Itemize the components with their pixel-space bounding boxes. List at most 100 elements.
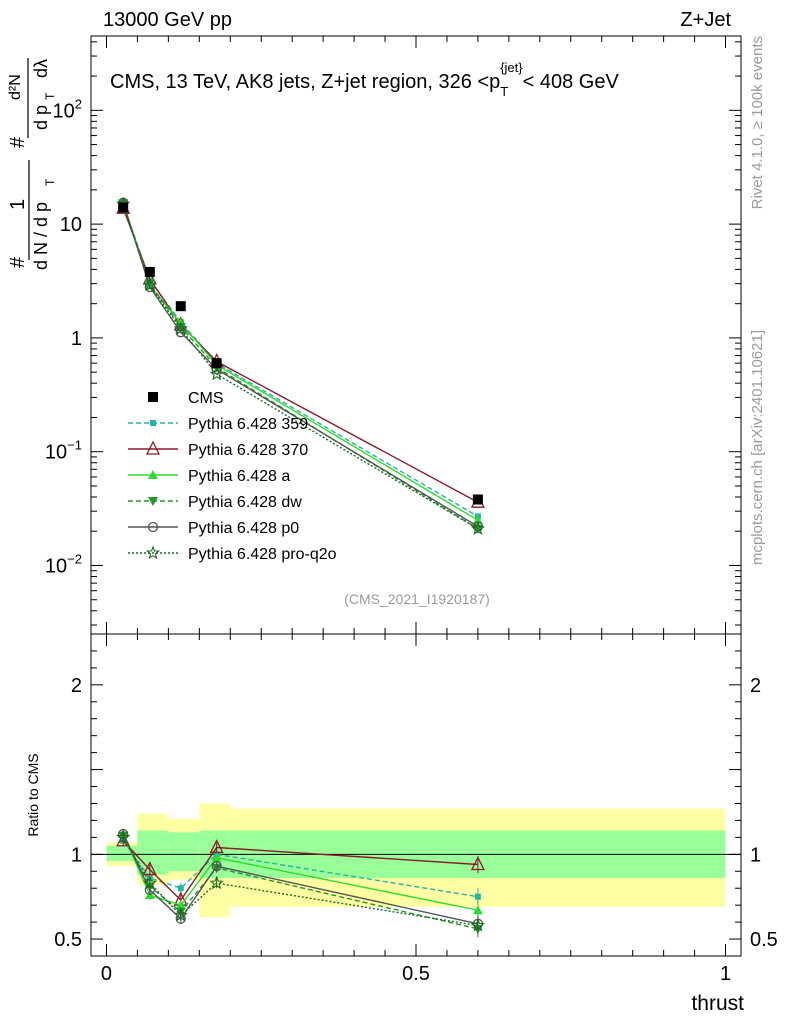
marker-star-open — [470, 521, 486, 535]
svg-text:T: T — [43, 92, 57, 100]
svg-text:d N / d p: d N / d p — [31, 202, 51, 270]
y-tick-label-main: 1 — [71, 328, 82, 350]
legend-label: Pythia 6.428 dw — [188, 494, 302, 511]
legend-label: Pythia 6.428 370 — [188, 442, 308, 459]
y-tick-label-main: 102 — [53, 96, 82, 122]
main-series-point — [144, 281, 155, 293]
ratio-series-point — [211, 861, 222, 872]
legend-marker — [148, 470, 158, 479]
axis-ticks — [91, 36, 741, 956]
main-series-point — [173, 321, 188, 336]
ratio-series-point — [474, 893, 481, 900]
legend-marker — [150, 420, 156, 426]
legend-entry: Pythia 6.428 p0 — [128, 520, 299, 537]
legend: CMS Pythia 6.428 359 Pythia 6.428 370 Pythi… — [128, 390, 337, 563]
main-series-line — [122, 202, 479, 528]
plot-title: CMS, 13 TeV, AK8 jets, Z+jet region, 326… — [110, 60, 619, 99]
marker-square — [177, 885, 184, 892]
data-point — [211, 358, 222, 369]
marker-square — [472, 494, 483, 505]
ratio-series-group — [116, 828, 486, 938]
svg-text:1: 1 — [7, 199, 29, 210]
marker-star-open — [116, 829, 131, 844]
y-tick-label-ratio-left: 0.5 — [54, 929, 82, 951]
marker-circle-open — [175, 327, 186, 338]
header-left: 13000 GeV pp — [103, 9, 232, 31]
marker-triangle-open — [470, 856, 485, 871]
legend-label: Pythia 6.428 359 — [188, 416, 308, 433]
legend-marker — [148, 392, 158, 402]
marker-triangle-open — [145, 440, 161, 455]
legend-entry: Pythia 6.428 a — [128, 468, 290, 485]
legend-label: Pythia 6.428 a — [188, 468, 290, 485]
ratio-series-point — [173, 907, 188, 922]
marker-star-open — [470, 917, 486, 932]
y-tick-label-main: 10−2 — [45, 551, 82, 577]
ratio-series-point — [209, 875, 224, 890]
x-axis-label: thrust — [691, 992, 744, 1015]
marker-star-open — [209, 366, 224, 381]
legend-marker — [145, 545, 161, 560]
marker-triangle — [148, 470, 158, 479]
main-series-line — [122, 202, 479, 521]
ratio-series-point — [116, 829, 131, 844]
ratio-y-axis-label: Ratio to CMS — [25, 753, 41, 836]
svg-text:T: T — [43, 178, 57, 186]
marker-triangle-down — [148, 497, 158, 506]
tick-labels: 0 0.5 1 10−2 10−1 1 10 102 0.5 0.5 1 1 2 2 — [45, 96, 778, 985]
data-point — [118, 202, 129, 213]
legend-entry: Pythia 6.428 pro-q2o — [128, 545, 337, 563]
svg-text:dλ: dλ — [31, 59, 51, 78]
marker-triangle — [211, 852, 222, 862]
marker-triangle — [472, 515, 483, 525]
main-series-line — [122, 203, 479, 530]
data-point — [472, 494, 483, 505]
ratio-series-point — [142, 861, 157, 876]
marker-triangle — [175, 900, 186, 910]
marker-square — [474, 893, 481, 900]
marker-star-open — [173, 907, 188, 922]
marker-star-open — [142, 875, 157, 890]
ratio-series-point — [470, 917, 486, 932]
marker-square — [144, 266, 155, 277]
marker-star-open — [142, 277, 157, 292]
marker-circle-open — [147, 521, 159, 533]
legend-marker — [145, 440, 161, 455]
data-point — [144, 266, 155, 277]
ratio-series-point — [175, 900, 186, 910]
legend-entry: Pythia 6.428 359 — [128, 416, 308, 433]
marker-square — [211, 358, 222, 369]
svg-text:#: # — [7, 256, 29, 268]
svg-text:d p: d p — [31, 105, 51, 130]
header-right: Z+Jet — [680, 9, 731, 31]
main-series-point — [142, 277, 157, 292]
main-series-point — [175, 327, 186, 338]
ratio-series-point — [211, 852, 222, 862]
svg-text:#: # — [7, 136, 29, 148]
legend-entry: CMS — [148, 390, 224, 407]
y-tick-label-main: 10 — [60, 214, 82, 236]
x-tick-label: 0.5 — [402, 963, 430, 985]
legend-label: CMS — [188, 390, 224, 407]
main-series-point — [209, 366, 224, 381]
y-tick-label-main: 10−1 — [45, 438, 82, 464]
main-series-point — [472, 515, 483, 525]
marker-square — [148, 392, 158, 402]
main-series-line — [122, 203, 479, 530]
y-tick-label-ratio-left: 1 — [71, 844, 82, 866]
main-series-group — [116, 196, 486, 535]
ratio-series-point — [142, 875, 157, 890]
marker-triangle-open — [209, 839, 224, 854]
marker-triangle — [472, 905, 483, 915]
y-tick-label-ratio-right: 0.5 — [750, 929, 778, 951]
marker-circle-open — [144, 281, 155, 293]
marker-star-open — [145, 545, 161, 560]
marker-star-open — [173, 321, 188, 336]
marker-triangle-open — [142, 861, 157, 876]
y-tick-label-ratio-right: 2 — [750, 675, 761, 697]
legend-marker — [148, 497, 158, 506]
main-series-point — [470, 521, 486, 535]
x-tick-label: 0 — [101, 963, 112, 985]
legend-label: Pythia 6.428 p0 — [188, 520, 299, 537]
x-tick-label: 1 — [720, 963, 731, 985]
